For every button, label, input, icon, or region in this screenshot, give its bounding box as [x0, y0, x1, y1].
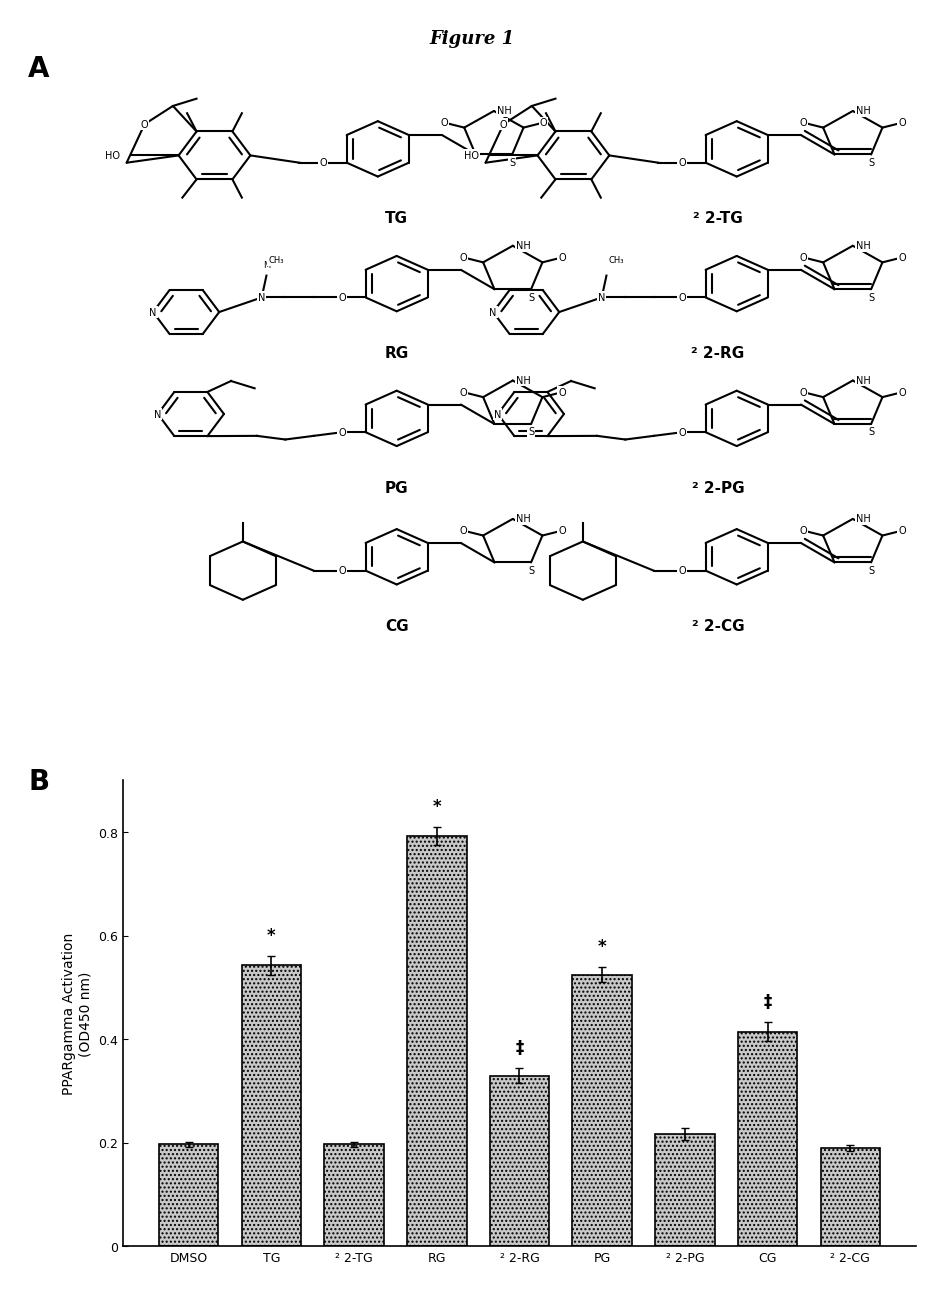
- Bar: [324, 1144, 383, 1246]
- Bar: [820, 1148, 880, 1246]
- Text: S: S: [868, 157, 874, 168]
- Text: ‡: ‡: [515, 1039, 523, 1056]
- Text: S: S: [868, 293, 874, 303]
- Text: M: M: [262, 261, 270, 270]
- Text: NH: NH: [515, 514, 531, 525]
- Text: O: O: [898, 526, 905, 535]
- Text: NH: NH: [855, 241, 870, 251]
- Text: O: O: [338, 428, 346, 438]
- Text: O: O: [678, 293, 685, 303]
- Text: S: S: [868, 565, 874, 576]
- Text: O: O: [499, 119, 507, 130]
- Text: O: O: [678, 428, 685, 438]
- Text: O: O: [800, 118, 807, 129]
- Text: PG: PG: [384, 480, 409, 496]
- Text: O: O: [898, 118, 905, 129]
- Text: O: O: [338, 565, 346, 576]
- Text: S: S: [528, 565, 534, 576]
- Text: TG: TG: [385, 211, 408, 226]
- Text: *: *: [267, 926, 276, 945]
- Text: O: O: [678, 565, 685, 576]
- Text: NH: NH: [515, 375, 531, 386]
- Y-axis label: PPARgamma Activation
(OD450 nm): PPARgamma Activation (OD450 nm): [62, 933, 93, 1094]
- Text: O: O: [460, 387, 467, 398]
- Text: O: O: [539, 118, 547, 129]
- Text: HO: HO: [464, 151, 479, 161]
- Text: S: S: [528, 293, 534, 303]
- Text: O: O: [441, 118, 448, 129]
- Text: O: O: [558, 387, 565, 398]
- Text: O: O: [898, 253, 905, 262]
- Text: B: B: [28, 768, 49, 795]
- Text: NH: NH: [855, 106, 870, 117]
- Text: O: O: [800, 526, 807, 535]
- Text: O: O: [460, 526, 467, 535]
- Text: NH: NH: [855, 514, 870, 525]
- Bar: [737, 1031, 797, 1246]
- Text: *: *: [432, 798, 441, 815]
- Text: N: N: [489, 307, 497, 318]
- Text: ‡: ‡: [763, 993, 771, 1012]
- Text: ² 2-CG: ² 2-CG: [691, 619, 744, 634]
- Text: N: N: [258, 293, 265, 303]
- Text: NH: NH: [497, 106, 512, 117]
- Bar: [407, 836, 466, 1246]
- Text: S: S: [509, 157, 515, 168]
- Text: CH₃: CH₃: [268, 256, 284, 265]
- Text: O: O: [558, 253, 565, 262]
- Bar: [655, 1134, 715, 1246]
- Text: N: N: [154, 409, 161, 420]
- Text: RG: RG: [384, 346, 409, 361]
- Text: S: S: [528, 428, 534, 437]
- Text: O: O: [558, 526, 565, 535]
- Text: O: O: [338, 293, 346, 303]
- Bar: [242, 966, 301, 1246]
- Text: O: O: [800, 387, 807, 398]
- Text: O: O: [319, 159, 327, 168]
- Text: NH: NH: [515, 241, 531, 251]
- Text: ² 2-PG: ² 2-PG: [691, 480, 744, 496]
- Text: N: N: [598, 293, 605, 303]
- Text: *: *: [598, 938, 606, 955]
- Text: Figure 1: Figure 1: [430, 30, 514, 49]
- Text: O: O: [460, 253, 467, 262]
- Bar: [572, 975, 632, 1246]
- Text: S: S: [868, 428, 874, 437]
- Text: O: O: [141, 119, 148, 130]
- Text: NH: NH: [855, 375, 870, 386]
- Text: O: O: [898, 387, 905, 398]
- Bar: [159, 1144, 218, 1246]
- Text: O: O: [678, 159, 685, 168]
- Text: N: N: [149, 307, 157, 318]
- Text: HO: HO: [105, 151, 120, 161]
- Text: N: N: [494, 409, 501, 420]
- Text: A: A: [28, 55, 50, 83]
- Bar: [489, 1076, 549, 1246]
- Text: ² 2-RG: ² 2-RG: [691, 346, 744, 361]
- Text: ² 2-TG: ² 2-TG: [693, 211, 742, 226]
- Text: CH₃: CH₃: [608, 256, 624, 265]
- Text: CG: CG: [384, 619, 409, 634]
- Text: O: O: [800, 253, 807, 262]
